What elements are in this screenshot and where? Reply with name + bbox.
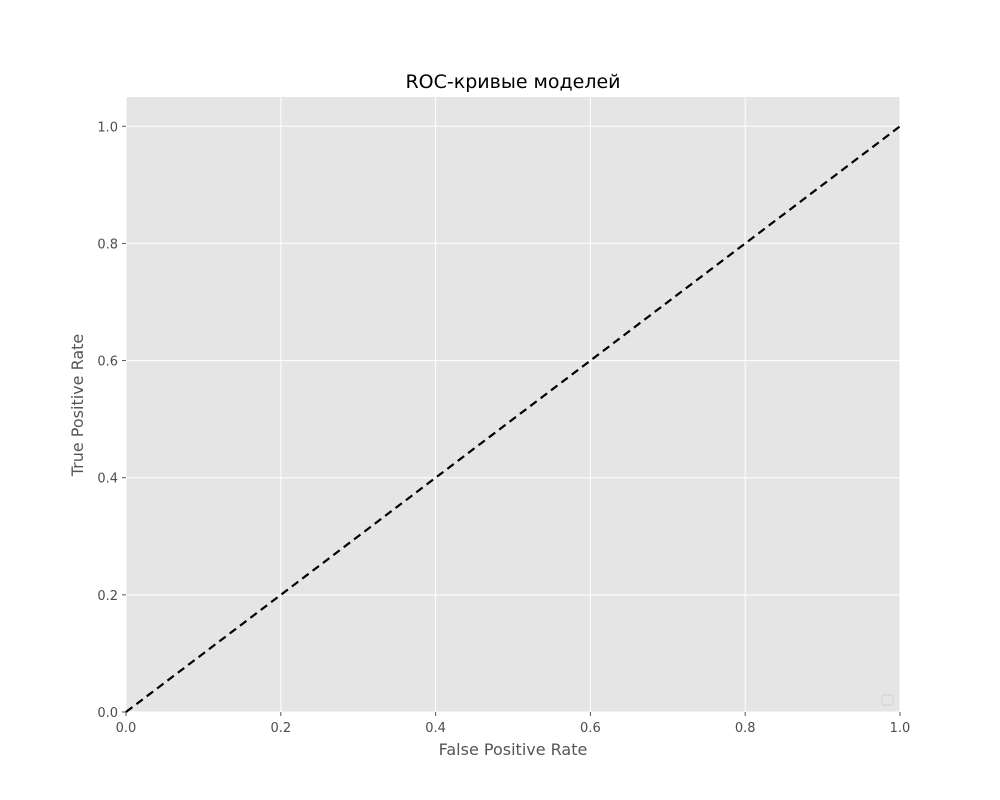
x-axis-ticks: 0.0 0.2 0.4 0.6 0.8 1.0 <box>116 712 911 736</box>
x-tick-label: 0.0 <box>116 721 137 736</box>
y-axis-label: True Positive Rate <box>68 334 87 478</box>
x-tick-label: 0.4 <box>425 721 446 736</box>
x-tick-label: 0.8 <box>735 721 756 736</box>
legend-box <box>881 694 894 706</box>
y-axis-ticks: 0.0 0.2 0.4 0.6 0.8 1.0 <box>97 120 126 721</box>
y-tick-label: 1.0 <box>97 120 118 135</box>
legend <box>881 694 894 706</box>
x-tick-label: 0.6 <box>580 721 601 736</box>
y-tick-label: 0.4 <box>97 472 118 487</box>
y-tick-label: 0.0 <box>97 706 118 721</box>
y-tick-label: 0.8 <box>97 237 118 252</box>
series-layer <box>125 125 901 713</box>
y-tick-label: 0.6 <box>97 355 118 370</box>
y-tick-label: 0.2 <box>97 589 118 604</box>
reference-diagonal-line <box>125 125 901 713</box>
chart-title: ROC-кривые моделей <box>405 71 620 93</box>
x-tick-label: 1.0 <box>890 721 911 736</box>
x-tick-label: 0.2 <box>270 721 291 736</box>
grid-lines <box>125 97 901 713</box>
plot-background <box>126 97 900 712</box>
x-axis-label: False Positive Rate <box>439 740 588 759</box>
